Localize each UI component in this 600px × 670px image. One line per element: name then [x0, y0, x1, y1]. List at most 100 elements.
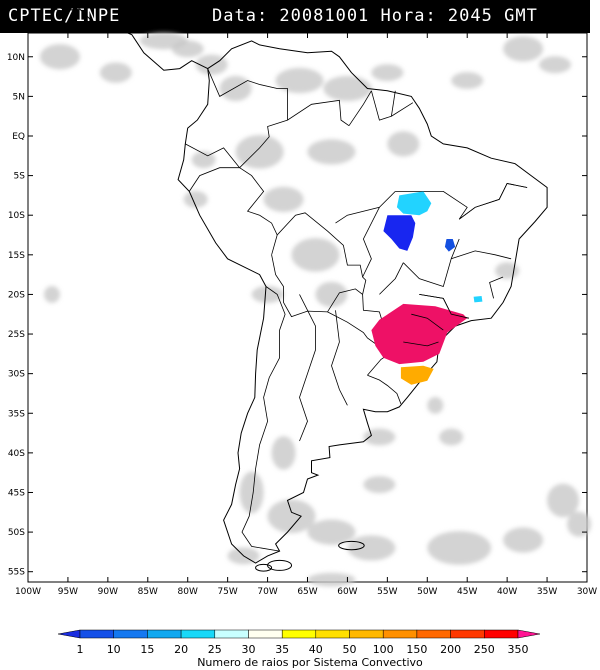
state-border-overlay	[403, 341, 439, 347]
lon-label: 65W	[297, 587, 317, 597]
lat-label: 50S	[8, 528, 25, 538]
cloud-patch	[539, 56, 572, 74]
colorbar-segment	[113, 629, 148, 639]
axis-ticks	[27, 33, 588, 582]
light-blue-cell	[396, 191, 432, 216]
colorbar-value: 200	[440, 643, 461, 656]
lat-label: 30S	[8, 370, 25, 380]
cloud-patch	[307, 139, 356, 165]
lon-label: 90W	[98, 587, 118, 597]
border-line	[331, 310, 348, 406]
lon-label: 50W	[417, 587, 437, 597]
border-line	[489, 276, 504, 299]
cloud-patch	[291, 238, 340, 272]
colorbar-value: 100	[373, 643, 394, 656]
cloud-patch	[439, 428, 464, 446]
border-line	[185, 143, 240, 168]
cloud-patch	[183, 190, 208, 208]
colorbar-title: Numero de raios por Sistema Convectivo	[197, 656, 423, 669]
storm-cells	[371, 183, 528, 385]
cloud-patch	[503, 527, 544, 553]
lon-label: 35W	[537, 587, 557, 597]
lon-label: 45W	[457, 587, 477, 597]
colorbar-value: 10	[107, 643, 121, 656]
border-line	[271, 212, 367, 295]
lon-label: 30W	[577, 587, 597, 597]
cloud-patch	[267, 499, 316, 534]
lat-label: 25S	[8, 330, 25, 340]
cloud-patch	[251, 286, 284, 303]
map-frame	[27, 32, 588, 583]
lon-label: 80W	[178, 587, 198, 597]
colorbar-value: 30	[242, 643, 256, 656]
caribbean-coast	[119, 0, 165, 18]
datetime-label: Data: 20081001 Hora: 2045 GMT	[212, 6, 538, 26]
blue-cell-2	[444, 239, 456, 252]
lon-label: 60W	[337, 587, 357, 597]
state-border-overlay	[458, 183, 528, 220]
colorbar-value: 50	[343, 643, 357, 656]
cloud-patch	[323, 75, 372, 102]
lat-label: 20S	[8, 290, 25, 300]
border-line	[299, 294, 316, 442]
cloud-patch	[427, 396, 444, 414]
cloud-patch	[371, 64, 404, 82]
colorbar-value: 35	[275, 643, 289, 656]
central-america-coast	[27, 0, 208, 71]
cloud-patch	[235, 135, 284, 169]
lon-label: 75W	[217, 587, 237, 597]
colorbar-segment	[147, 629, 182, 639]
border-line	[188, 167, 240, 192]
border-line	[271, 254, 363, 318]
cloud-patch	[171, 40, 204, 58]
colorbar-segment	[484, 629, 519, 639]
island	[338, 540, 365, 551]
lon-label: 70W	[257, 587, 277, 597]
colorbar-arrow-left	[57, 629, 81, 639]
cloud-cover	[39, 32, 592, 587]
border-line	[367, 374, 402, 404]
colorbar-segment	[382, 629, 418, 639]
colorbar-segment	[315, 629, 350, 639]
magenta-cluster	[371, 303, 468, 365]
cloud-patch	[347, 535, 396, 561]
cyan-cell	[473, 296, 483, 303]
border-line	[391, 90, 396, 117]
border-line	[395, 190, 468, 220]
colorbar-value: 1	[77, 643, 84, 656]
lat-label: 40S	[8, 449, 25, 459]
colorbar-value: 25	[208, 643, 222, 656]
colorbar-value: 150	[406, 643, 427, 656]
border-line	[371, 90, 414, 121]
cloud-patch	[547, 483, 580, 518]
colorbar-segment	[214, 629, 249, 639]
orange-cluster	[400, 365, 434, 385]
border-line	[348, 90, 372, 126]
lon-label: 40W	[497, 587, 517, 597]
cloud-patch	[263, 186, 304, 212]
colorbar	[57, 629, 541, 639]
lat-label: 35S	[8, 409, 25, 419]
colorbar-value: 40	[309, 643, 323, 656]
cloud-patch	[363, 428, 396, 446]
cloud-patch	[191, 151, 216, 169]
state-border-overlay	[419, 294, 469, 319]
lat-label: 5S	[14, 172, 26, 182]
colorbar-value: 250	[474, 643, 495, 656]
cloud-patch	[307, 519, 356, 545]
lat-label: 10S	[8, 211, 25, 221]
colorbar-value: 350	[508, 643, 529, 656]
cloud-patch	[195, 54, 228, 75]
cloud-patch	[387, 131, 420, 157]
colorbar-segment	[349, 629, 384, 639]
cloud-patch	[427, 531, 492, 565]
colorbar-value: 15	[140, 643, 154, 656]
border-line	[451, 250, 512, 260]
lat-label: 10N	[7, 53, 25, 63]
lat-label: 55S	[8, 568, 25, 578]
cloud-patch	[275, 67, 324, 94]
cloud-patch	[39, 44, 80, 70]
cloud-patch	[315, 281, 348, 308]
lat-label: 5N	[13, 92, 25, 102]
